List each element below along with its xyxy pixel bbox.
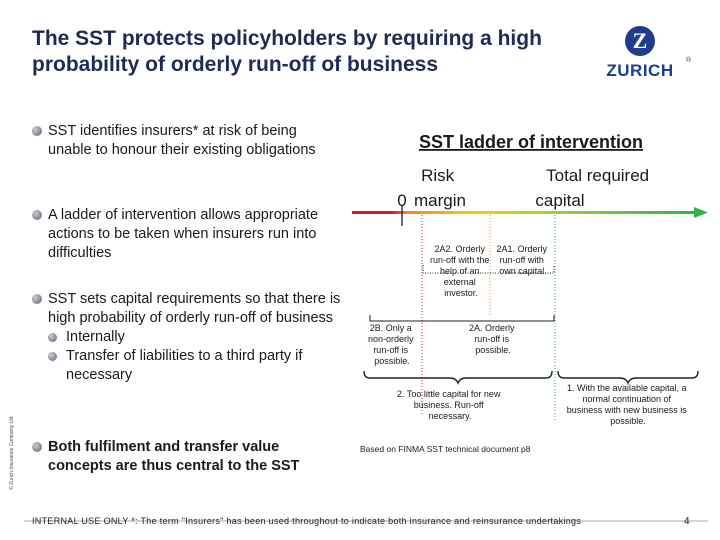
bracket-2a2-2a1 <box>422 265 555 274</box>
bullet-item: Both fulfilment and transfer value conce… <box>32 438 342 476</box>
zero-label: 0 <box>397 191 406 210</box>
bullet-item: SST identifies insurers* at risk of bein… <box>32 122 342 160</box>
sub-bullet-text: Internally <box>66 329 125 345</box>
box-2a1: 2A1. Orderly run-off with own capital. <box>496 244 549 276</box>
box-2a2-line: help of an <box>440 266 480 276</box>
box-2-line: business. Run-off <box>414 400 484 410</box>
bullet-icon <box>32 442 42 452</box>
box-2b-line: possible. <box>374 356 410 366</box>
box-2a2: 2A2. Orderly run-off with the help of an… <box>430 244 492 298</box>
logo-text: ZURICH <box>606 61 673 80</box>
bracket-1 <box>557 370 699 385</box>
ladder-diagram: SST ladder of intervention 0 Risk margin… <box>352 132 708 426</box>
bullet-text: SST sets capital requirements so that th… <box>48 291 341 326</box>
sub-bullet-item: Internally <box>48 328 342 347</box>
logo-mark: Z <box>633 28 648 53</box>
bracket-2b-2a <box>369 315 555 322</box>
box-2-line: 2. Too little capital for new <box>397 389 501 399</box>
copyright-vertical: © Zurich Insurance Company Ltd <box>8 416 15 490</box>
bullet-text: SST identifies insurers* at risk of bein… <box>48 123 316 158</box>
bullet-text: A ladder of intervention allows appropri… <box>48 207 319 261</box>
total-capital-line: Total required <box>546 166 649 185</box>
box-2: 2. Too little capital for new business. … <box>397 389 503 421</box>
diagram-heading: SST ladder of intervention <box>419 132 643 152</box>
box-2b-line: non-orderly <box>368 334 414 344</box>
intervention-bar <box>352 211 694 214</box>
box-2a-line: run-off is <box>474 334 509 344</box>
box-2a2-line: 2A2. Orderly <box>434 244 485 254</box>
bullet-icon <box>32 294 42 304</box>
box-1-line: normal continuation of <box>582 394 671 404</box>
box-2a-line: possible. <box>475 345 511 355</box>
box-2b-line: run-off is <box>373 345 408 355</box>
risk-margin-label: Risk margin <box>414 166 466 210</box>
footer-divider <box>24 520 708 522</box>
sub-bullet-icon <box>48 333 57 342</box>
page-number: 4 <box>684 516 690 527</box>
total-capital-label: Total required capital <box>535 166 653 210</box>
sub-bullet-text: Transfer of liabilities to a third party… <box>66 348 303 383</box>
source-note: Based on FINMA SST technical document p8 <box>360 444 531 454</box>
footer-text: INTERNAL USE ONLY *: The term "Insurers"… <box>32 516 582 526</box>
total-capital-line: capital <box>535 191 584 210</box>
bullet-text: Both fulfilment and transfer value conce… <box>48 439 300 474</box>
box-2a1-line: 2A1. Orderly <box>496 244 547 254</box>
risk-margin-line: Risk <box>421 166 455 185</box>
box-2a1-line: own capital. <box>499 266 547 276</box>
box-2-line: necessary. <box>429 411 472 421</box>
logo-registered: ® <box>686 56 692 64</box>
sub-bullet-icon <box>48 352 57 361</box>
bracket-2 <box>363 370 553 385</box>
box-2b-line: 2B. Only a <box>370 323 412 333</box>
page-title: The SST protects policyholders by requir… <box>32 27 542 76</box>
box-2b: 2B. Only a non-orderly run-off is possib… <box>368 323 416 366</box>
bullet-icon <box>32 210 42 220</box>
sub-bullet-item: Transfer of liabilities to a third party… <box>48 347 342 385</box>
box-1-line: 1. With the available capital, a <box>567 383 687 393</box>
box-2a2-line: investor. <box>444 288 478 298</box>
intervention-arrowhead <box>694 207 708 218</box>
box-1-line: possible. <box>610 416 646 426</box>
risk-margin-line: margin <box>414 191 466 210</box>
box-1: 1. With the available capital, a normal … <box>567 383 690 426</box>
zurich-logo: Z ZURICH ® <box>606 26 692 80</box>
box-2a2-line: external <box>444 277 476 287</box>
box-2a-line: 2A. Orderly <box>469 323 515 333</box>
box-1-line: business with new business is <box>567 405 688 415</box>
bullet-icon <box>32 126 42 136</box>
bullet-item: A ladder of intervention allows appropri… <box>32 206 342 263</box>
box-2a: 2A. Orderly run-off is possible. <box>469 323 517 355</box>
box-2a2-line: run-off with the <box>430 255 489 265</box>
copyright-text: © Zurich Insurance Company Ltd <box>8 416 15 490</box>
bullet-item: SST sets capital requirements so that th… <box>32 290 342 385</box>
box-2a1-line: run-off with <box>500 255 544 265</box>
